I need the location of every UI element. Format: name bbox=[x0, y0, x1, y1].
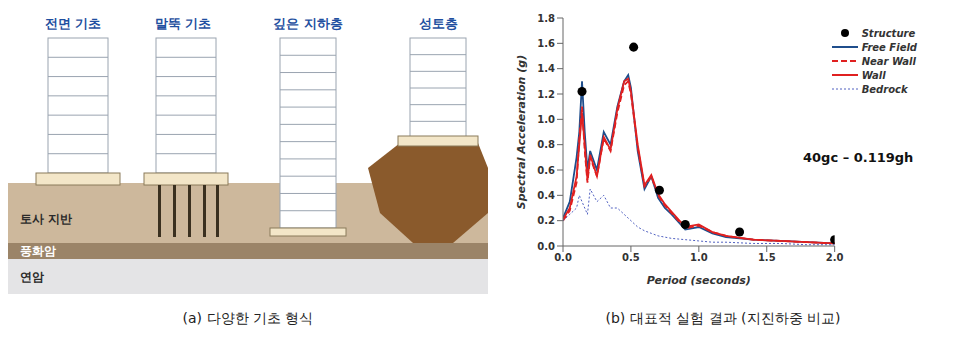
svg-text:풍화암: 풍화암 bbox=[20, 244, 56, 258]
svg-text:토사 지반: 토사 지반 bbox=[20, 212, 72, 226]
html-text:Near Wall: Near Wall bbox=[861, 55, 916, 67]
svg-text:Spectral Acceleration (g): Spectral Acceleration (g) bbox=[515, 55, 528, 209]
svg-text:1.8: 1.8 bbox=[537, 13, 555, 24]
svg-text:연암: 연암 bbox=[20, 270, 44, 284]
svg-text:Period (seconds): Period (seconds) bbox=[647, 274, 751, 287]
svg-text:0.0: 0.0 bbox=[537, 241, 555, 252]
svg-text:성토층: 성토층 bbox=[419, 16, 458, 31]
svg-text:1.6: 1.6 bbox=[537, 38, 555, 49]
html-text:Wall: Wall bbox=[861, 69, 886, 81]
html-text:Free Field: Free Field bbox=[861, 41, 917, 53]
svg-text:전면 기초: 전면 기초 bbox=[45, 16, 102, 31]
html-text:40gc – 0.119gh: 40gc – 0.119gh bbox=[803, 150, 914, 165]
svg-text:0.4: 0.4 bbox=[537, 190, 555, 201]
html-text:Structure: Structure bbox=[861, 27, 916, 39]
svg-text:1.0: 1.0 bbox=[537, 114, 555, 125]
svg-text:0.6: 0.6 bbox=[537, 165, 555, 176]
html-text:Bedrock: Bedrock bbox=[861, 83, 908, 95]
svg-text:1.0: 1.0 bbox=[690, 252, 708, 263]
svg-text:0.8: 0.8 bbox=[537, 139, 555, 150]
svg-text:말뚝 기초: 말뚝 기초 bbox=[155, 16, 212, 31]
svg-text:0.2: 0.2 bbox=[537, 215, 555, 226]
svg-text:1.4: 1.4 bbox=[537, 63, 555, 74]
svg-text:깊은 지하층: 깊은 지하층 bbox=[273, 16, 343, 31]
svg-text:0.0: 0.0 bbox=[554, 252, 572, 263]
html-text:(b) 대표적 실험 결과 (지진하중 비교): (b) 대표적 실험 결과 (지진하중 비교) bbox=[605, 310, 841, 326]
svg-text:2.0: 2.0 bbox=[826, 252, 844, 263]
html-text:(a) 다양한 기초 형식: (a) 다양한 기초 형식 bbox=[182, 310, 314, 326]
svg-text:1.5: 1.5 bbox=[758, 252, 776, 263]
svg-text:1.2: 1.2 bbox=[537, 89, 555, 100]
svg-text:0.5: 0.5 bbox=[622, 252, 640, 263]
